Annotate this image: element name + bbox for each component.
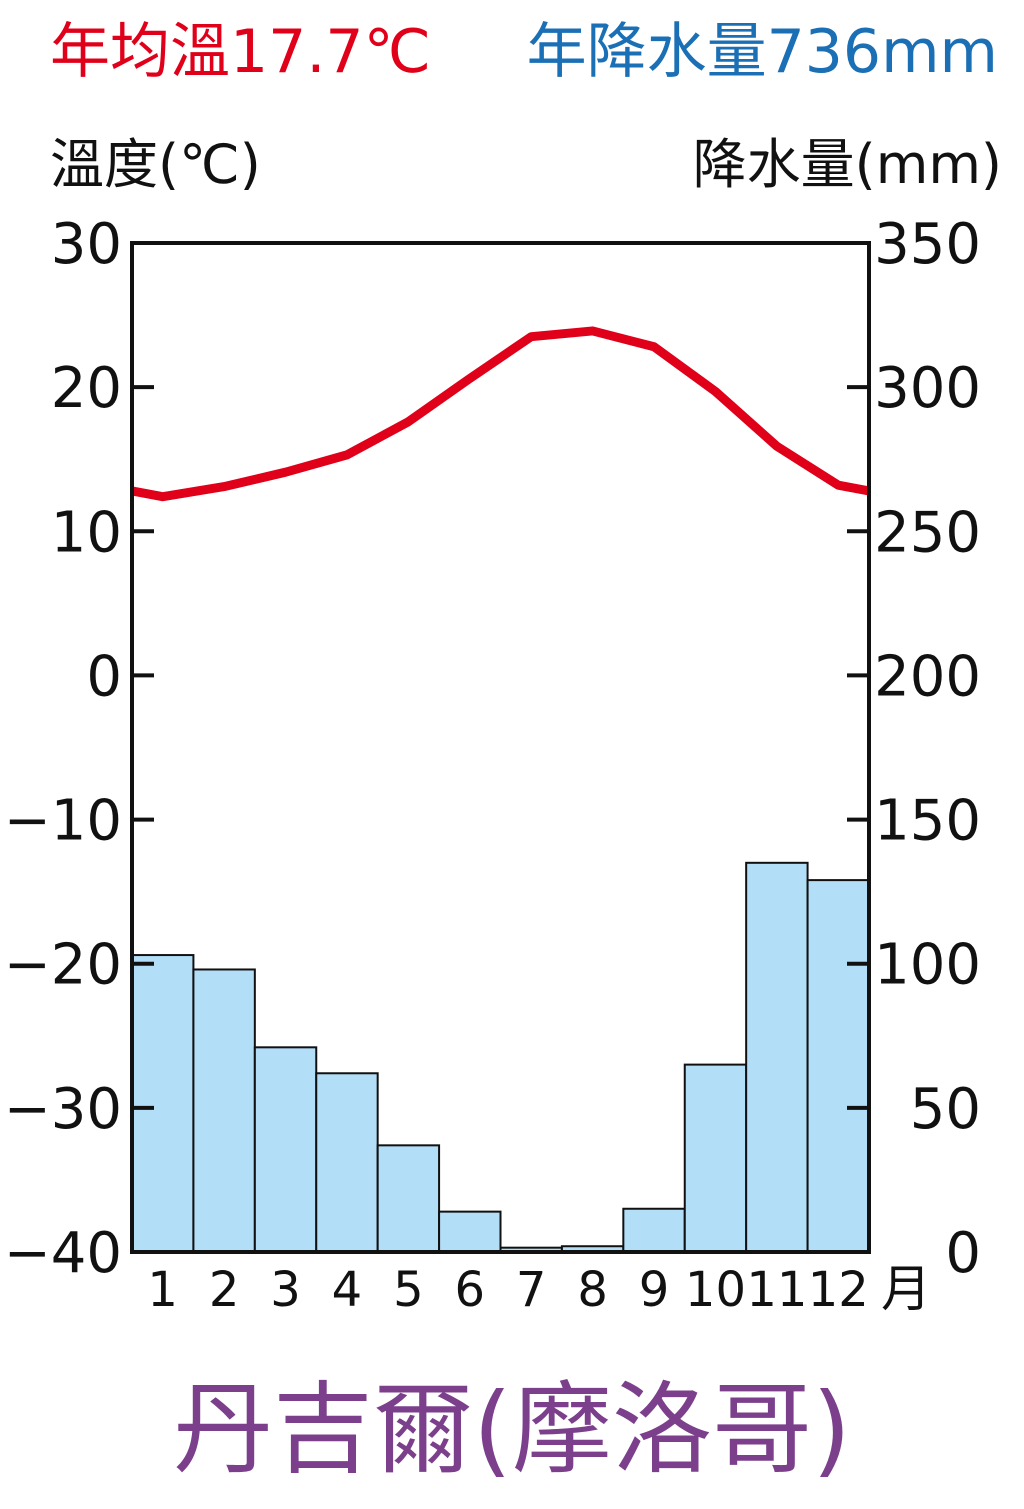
right-tick-label: 150 (874, 789, 981, 854)
temperature-point-11 (776, 445, 778, 447)
right-tick-label: 300 (874, 356, 981, 421)
precipitation-bar-12 (806, 879, 870, 1254)
temperature-point-9 (653, 346, 655, 348)
left-tick-label: 0 (86, 644, 122, 709)
temperature-point-5 (407, 421, 409, 423)
annual-precipitation-total: 年降水量736mm (526, 17, 998, 87)
precipitation-bar-10 (683, 1063, 748, 1253)
right-tick-label: 0 (945, 1221, 981, 1286)
right-tick-label: 50 (910, 1077, 981, 1142)
left-tick-label: −30 (4, 1077, 122, 1142)
temperature-point-3 (285, 471, 287, 473)
month-label-3: 3 (270, 1262, 301, 1318)
right-tick-label: 200 (874, 644, 981, 709)
right-axis: 350 300 250 200 150 100 50 0 (847, 212, 981, 1286)
left-tick-label: −40 (4, 1221, 122, 1286)
x-axis: 1 2 3 4 5 6 7 8 9 10 11 12 月 (147, 1260, 931, 1318)
temperature-point-4 (346, 454, 348, 456)
temperature-point-10 (714, 390, 716, 392)
left-tick-label: −20 (4, 933, 122, 998)
month-label-2: 2 (209, 1262, 240, 1318)
right-axis-label: 降水量(mm) (692, 133, 1002, 196)
plot-frame (130, 241, 871, 1254)
month-label-12: 12 (808, 1262, 869, 1318)
precipitation-bar-4 (315, 1072, 379, 1253)
precipitation-bar-9 (622, 1207, 686, 1254)
precipitation-bars (131, 861, 870, 1254)
right-tick-label: 350 (874, 212, 981, 277)
left-axis: 30 20 10 0 −10 −20 −30 −40 (4, 212, 154, 1286)
left-axis-label: 溫度(℃) (50, 133, 261, 196)
left-tick-label: 10 (51, 500, 122, 565)
month-label-10: 10 (685, 1262, 746, 1318)
annual-average-temperature: 年均溫17.7℃ (50, 17, 431, 87)
temperature-series (131, 326, 870, 502)
temperature-point-1 (162, 496, 164, 498)
month-label-1: 1 (147, 1262, 178, 1318)
temperature-point-12 (837, 484, 839, 486)
x-axis-label: 月 (881, 1260, 931, 1318)
precipitation-bar-1 (131, 954, 195, 1254)
chart-title: 丹吉爾(摩洛哥) (172, 1371, 852, 1488)
left-tick-label: 20 (51, 356, 122, 421)
precipitation-bar-5 (376, 1144, 441, 1253)
precipitation-bar-6 (438, 1210, 502, 1254)
month-label-4: 4 (332, 1262, 363, 1318)
month-label-8: 8 (577, 1262, 608, 1318)
right-tick-label: 100 (874, 933, 981, 998)
month-label-9: 9 (639, 1262, 670, 1318)
month-label-5: 5 (393, 1262, 424, 1318)
month-label-7: 7 (516, 1262, 547, 1318)
precipitation-bar-11 (745, 861, 809, 1253)
month-label-11: 11 (746, 1262, 807, 1318)
temperature-point-7 (530, 336, 532, 338)
left-tick-label: 30 (51, 212, 122, 277)
right-tick-label: 250 (874, 500, 981, 565)
precipitation-bar-2 (192, 968, 256, 1253)
temperature-point-6 (469, 377, 471, 379)
left-tick-label: −10 (4, 789, 122, 854)
temperature-point-2 (223, 486, 225, 488)
temperature-line (131, 326, 870, 502)
month-label-6: 6 (455, 1262, 486, 1318)
precipitation-bar-3 (253, 1046, 318, 1253)
temperature-point-8 (592, 330, 594, 332)
